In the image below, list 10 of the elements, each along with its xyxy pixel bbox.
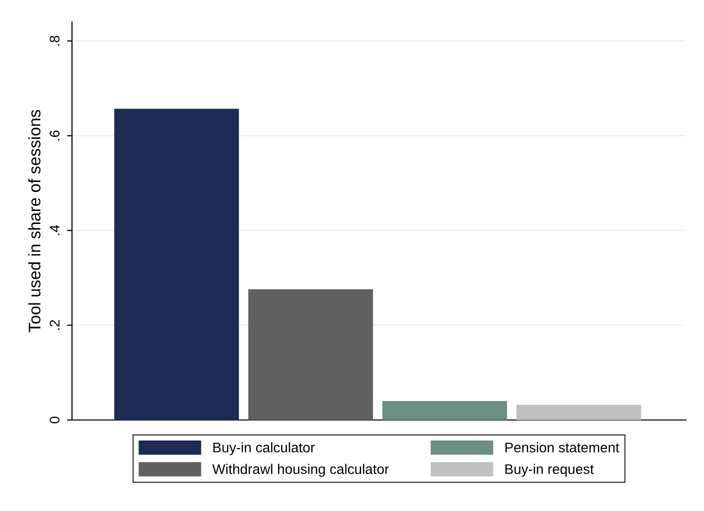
legend-label: Buy-in request <box>505 464 594 477</box>
y-tick-label: .8 <box>50 36 60 46</box>
legend-label: Buy-in calculator <box>213 442 315 456</box>
legend-label: Withdrawl housing calculator <box>212 464 389 477</box>
y-tick-label: .2 <box>50 320 60 330</box>
y-tick-label: 0 <box>50 416 60 424</box>
legend-label: Pension statement <box>505 442 620 452</box>
y-tick-label: .4 <box>50 225 60 235</box>
y-tick-label: .6 <box>50 130 60 140</box>
y-axis-title: Tool used in share of sessions <box>28 110 40 332</box>
